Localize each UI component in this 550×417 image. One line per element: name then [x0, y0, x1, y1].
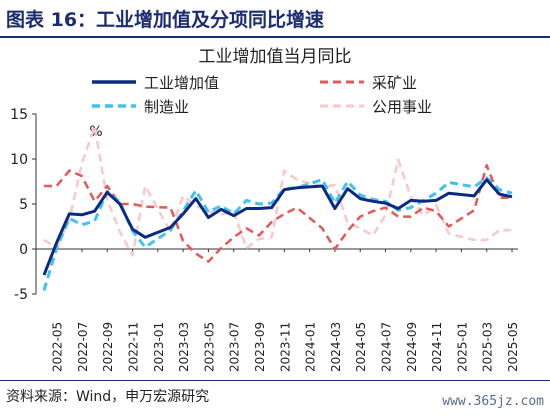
- x-tick-label: 2025-05: [506, 322, 520, 372]
- x-tick-label: 2023-09: [253, 322, 267, 372]
- x-tick-label: 2022-07: [76, 322, 90, 372]
- x-tick-label: 2023-01: [152, 322, 166, 372]
- x-tick-label: 2025-03: [481, 322, 495, 372]
- source-note: 资料来源：Wind，申万宏源研究: [6, 389, 210, 405]
- x-tick-label: 2024-09: [405, 322, 419, 372]
- legend-label-4: 公用事业: [372, 98, 432, 116]
- x-tick-label: 2024-05: [354, 322, 368, 372]
- y-tick-label: 0: [19, 242, 28, 258]
- x-tick-label: 2022-05: [51, 322, 65, 372]
- y-tick-label: 5: [19, 197, 28, 213]
- x-tick-label: 2023-05: [202, 322, 216, 372]
- y-tick-label: 10: [10, 152, 28, 168]
- legend-label-1: 工业增加值: [144, 74, 219, 92]
- x-tick-label: 2023-07: [228, 322, 242, 372]
- x-tick-label: 2024-07: [380, 322, 394, 372]
- y-tick-label: 15: [10, 107, 28, 123]
- series-line-2: [44, 164, 512, 263]
- title-divider: [0, 36, 550, 38]
- x-tick-label: 2024-11: [430, 322, 444, 372]
- x-tick-label: 2024-03: [329, 322, 343, 372]
- chart-title: 工业增加值当月同比: [199, 47, 352, 67]
- source-divider: [0, 380, 550, 381]
- figure-title: 图表 16：工业增加值及分项同比增速: [6, 9, 325, 31]
- series-line-4: [43, 125, 512, 257]
- series-line-1: [42, 178, 513, 276]
- x-tick-label: 2025-01: [455, 322, 469, 372]
- legend-label-3: 制造业: [144, 98, 189, 116]
- x-tick-label: 2023-11: [278, 322, 292, 372]
- watermark: www.365jz.com: [442, 394, 544, 409]
- x-tick-label: 2022-11: [127, 322, 141, 372]
- figure-header: 图表 16：工业增加值及分项同比增速: [0, 0, 550, 36]
- y-tick-label: -5: [14, 287, 28, 303]
- legend-label-2: 采矿业: [372, 74, 417, 92]
- x-tick-label: 2024-01: [304, 322, 318, 372]
- x-tick-label: 2023-03: [177, 322, 191, 372]
- chart-area: 工业增加值当月同比 工业增加值 采矿业 制造业 公用事业% -5 0 5 10 15 2022-05…: [0, 38, 550, 378]
- x-tick-label: 2022-09: [101, 322, 115, 372]
